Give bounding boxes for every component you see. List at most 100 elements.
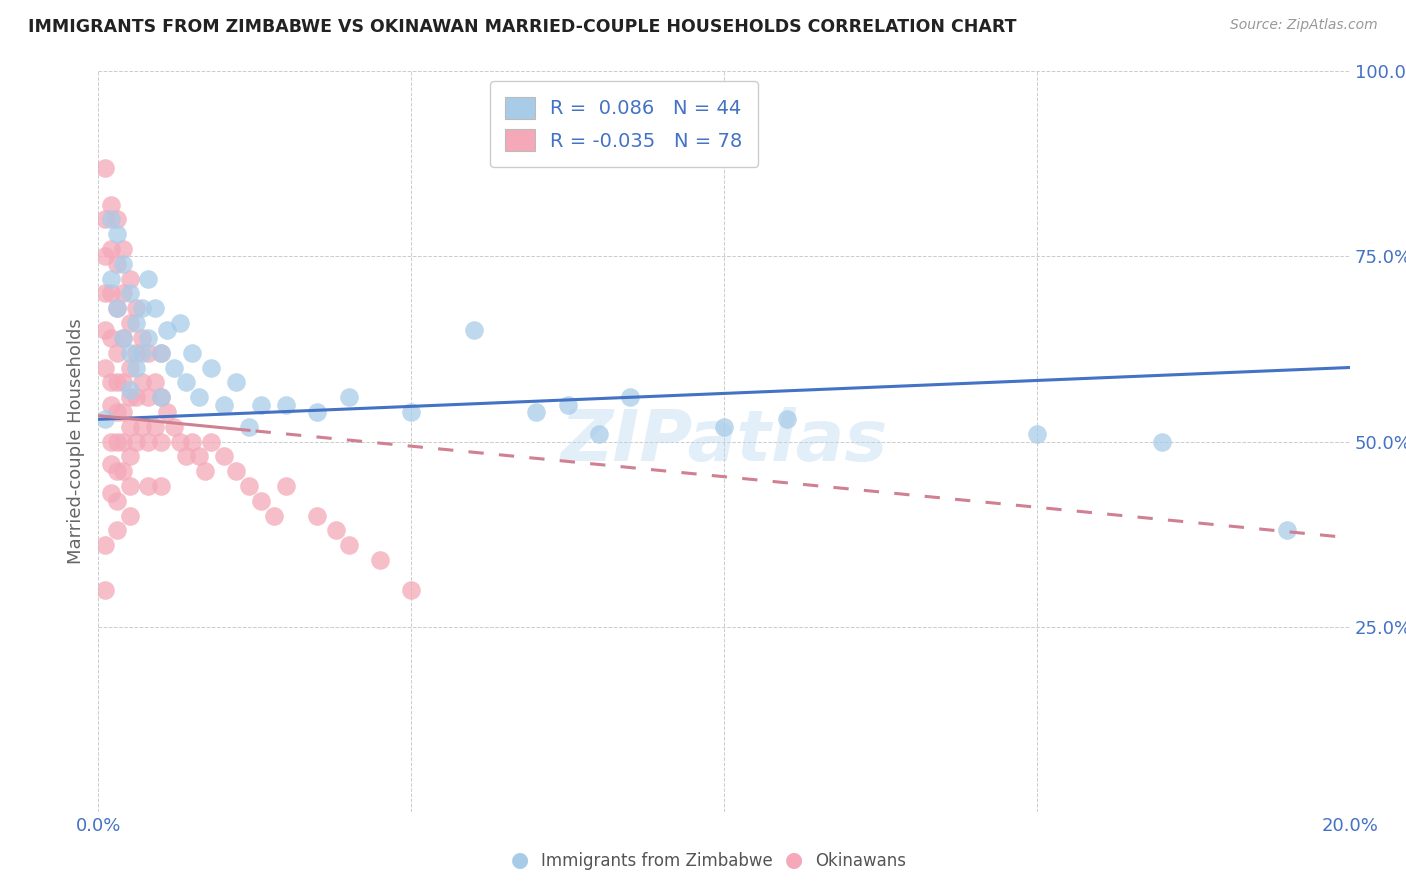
- Point: [100, 286, 122, 301]
- Point: [138, 390, 160, 404]
- Point: [93, 212, 115, 227]
- Point: [225, 376, 247, 390]
- Point: [93, 161, 115, 175]
- Point: [118, 286, 141, 301]
- Point: [307, 508, 329, 523]
- Point: [1152, 434, 1174, 449]
- Point: [118, 390, 141, 404]
- Point: [100, 486, 122, 500]
- Point: [138, 345, 160, 359]
- Point: [125, 301, 148, 316]
- Point: [169, 316, 191, 330]
- Point: [1277, 524, 1299, 538]
- Point: [174, 376, 197, 390]
- Point: [138, 479, 160, 493]
- Point: [93, 538, 115, 552]
- Text: ●: ●: [786, 850, 803, 870]
- Point: [105, 434, 128, 449]
- Point: [118, 345, 141, 359]
- Point: [100, 197, 122, 211]
- Point: [118, 508, 141, 523]
- Point: [105, 493, 128, 508]
- Point: [212, 398, 235, 412]
- Point: [588, 427, 610, 442]
- Point: [105, 212, 128, 227]
- Text: IMMIGRANTS FROM ZIMBABWE VS OKINAWAN MARRIED-COUPLE HOUSEHOLDS CORRELATION CHART: IMMIGRANTS FROM ZIMBABWE VS OKINAWAN MAR…: [28, 18, 1017, 36]
- Point: [138, 331, 160, 345]
- Point: [112, 286, 135, 301]
- Point: [118, 360, 141, 375]
- Point: [401, 405, 423, 419]
- Point: [325, 524, 347, 538]
- Point: [557, 398, 579, 412]
- Text: Immigrants from Zimbabwe: Immigrants from Zimbabwe: [541, 852, 773, 870]
- Point: [93, 324, 115, 338]
- Point: [200, 434, 222, 449]
- Point: [174, 450, 197, 464]
- Point: [156, 324, 179, 338]
- Point: [776, 412, 799, 426]
- Point: [105, 464, 128, 478]
- Point: [112, 405, 135, 419]
- Point: [125, 316, 148, 330]
- Point: [93, 360, 115, 375]
- Point: [105, 376, 128, 390]
- Point: [100, 212, 122, 227]
- Point: [307, 405, 329, 419]
- Point: [105, 345, 128, 359]
- Point: [337, 538, 360, 552]
- Point: [181, 434, 204, 449]
- Point: [118, 479, 141, 493]
- Point: [337, 390, 360, 404]
- Point: [225, 464, 247, 478]
- Point: [112, 464, 135, 478]
- Point: [93, 412, 115, 426]
- Point: [138, 271, 160, 285]
- Point: [100, 376, 122, 390]
- Point: [150, 390, 173, 404]
- Point: [368, 553, 391, 567]
- Point: [526, 405, 548, 419]
- Point: [105, 524, 128, 538]
- Point: [169, 434, 191, 449]
- Point: [118, 383, 141, 397]
- Point: [162, 419, 184, 434]
- Point: [100, 242, 122, 256]
- Point: [105, 257, 128, 271]
- Point: [143, 376, 166, 390]
- Point: [118, 271, 141, 285]
- Point: [619, 390, 641, 404]
- Y-axis label: Married-couple Households: Married-couple Households: [66, 318, 84, 565]
- Point: [150, 345, 173, 359]
- Point: [274, 398, 298, 412]
- Point: [238, 479, 260, 493]
- Point: [250, 398, 273, 412]
- Point: [200, 360, 222, 375]
- Point: [187, 390, 209, 404]
- Point: [150, 390, 173, 404]
- Point: [250, 493, 273, 508]
- Point: [112, 257, 135, 271]
- Point: [100, 398, 122, 412]
- Point: [150, 345, 173, 359]
- Point: [150, 434, 173, 449]
- Point: [156, 405, 179, 419]
- Point: [125, 345, 148, 359]
- Point: [131, 419, 153, 434]
- Legend: R =  0.086   N = 44, R = -0.035   N = 78: R = 0.086 N = 44, R = -0.035 N = 78: [489, 81, 758, 167]
- Point: [181, 345, 204, 359]
- Point: [194, 464, 217, 478]
- Point: [93, 286, 115, 301]
- Point: [118, 450, 141, 464]
- Point: [93, 250, 115, 264]
- Point: [238, 419, 260, 434]
- Point: [131, 376, 153, 390]
- Point: [131, 331, 153, 345]
- Text: Okinawans: Okinawans: [815, 852, 907, 870]
- Point: [100, 457, 122, 471]
- Point: [125, 434, 148, 449]
- Point: [105, 405, 128, 419]
- Point: [112, 331, 135, 345]
- Point: [150, 479, 173, 493]
- Point: [143, 419, 166, 434]
